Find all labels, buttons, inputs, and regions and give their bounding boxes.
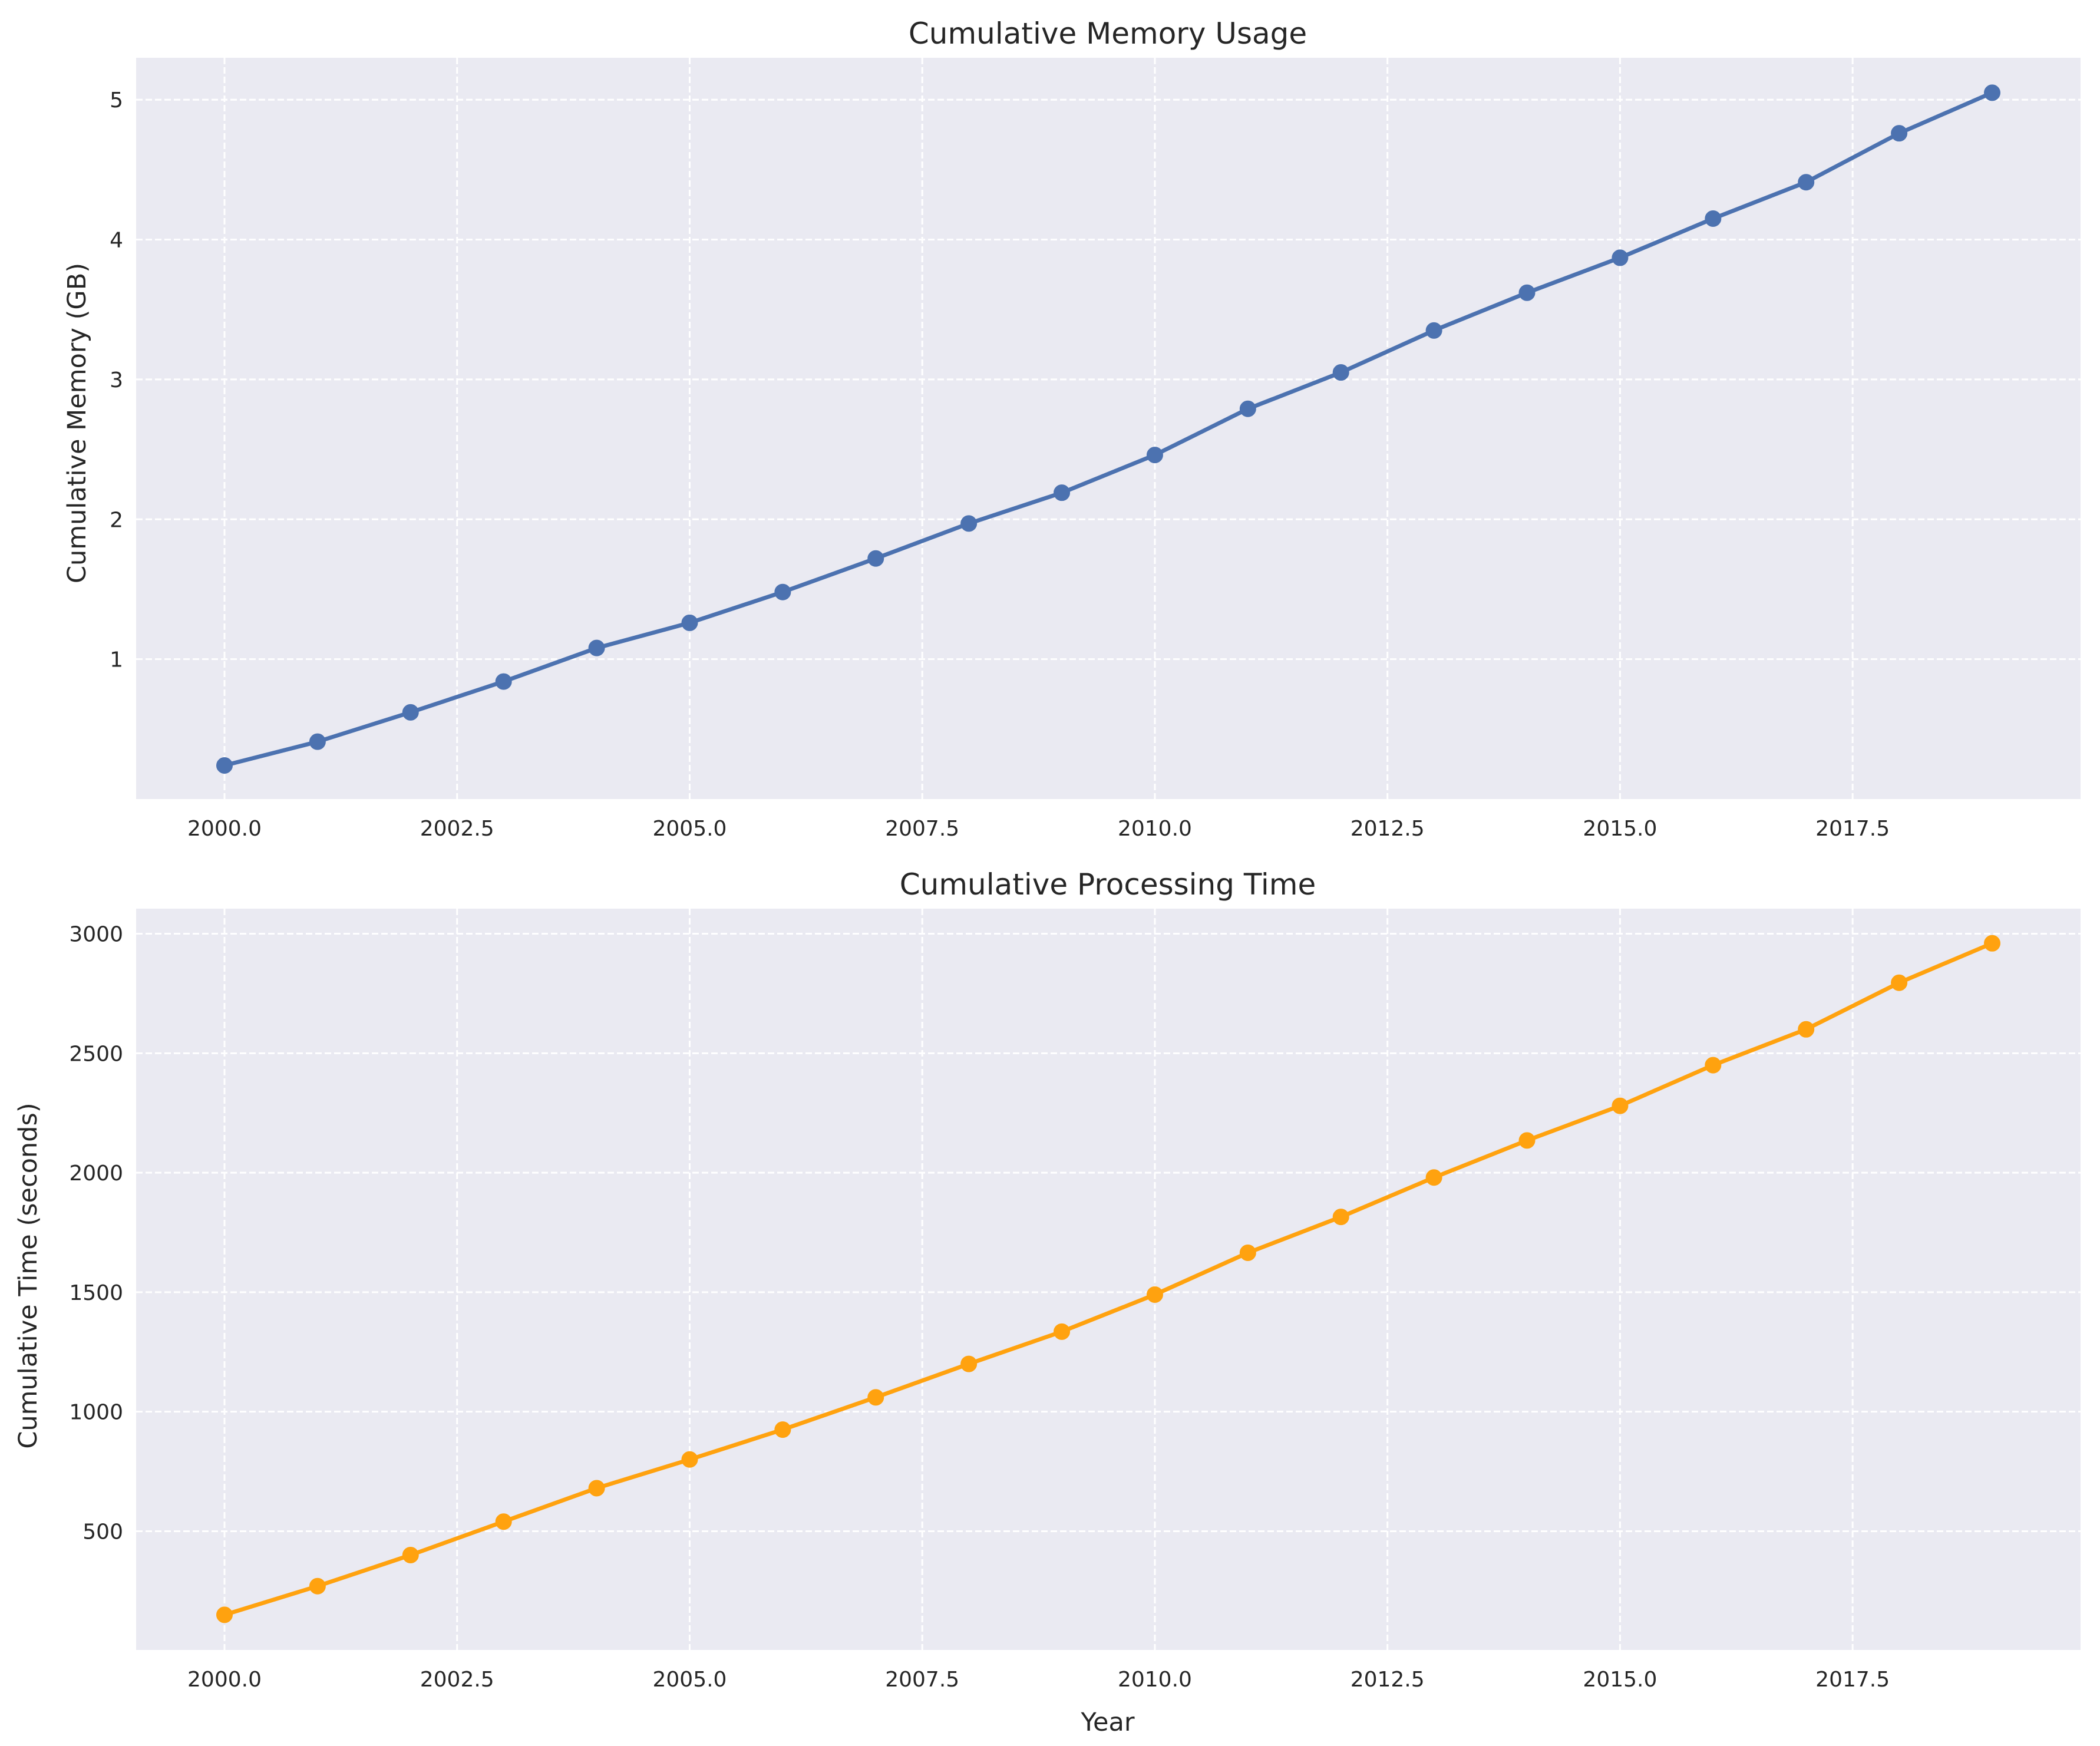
memory-data-point [1054, 484, 1071, 501]
memory-y-ticks: 1 2 3 4 5 [110, 88, 123, 672]
memory-data-point [495, 673, 512, 690]
time-x-tick-label: 2002.5 [420, 1668, 494, 1692]
time-y-tick-label: 500 [82, 1520, 123, 1544]
time-data-point [681, 1451, 698, 1468]
memory-plot-area [136, 58, 2081, 799]
panel-processing-time: 2000.0 2002.5 2005.0 2007.5 2010.0 2012.5 2015… [14, 867, 2081, 1737]
time-data-point [588, 1480, 605, 1497]
time-x-ticks: 2000.0 2002.5 2005.0 2007.5 2010.0 2012.5 2015… [187, 1668, 1890, 1692]
memory-x-tick-label: 2002.5 [420, 817, 494, 841]
memory-y-tick-label: 2 [110, 508, 123, 532]
memory-data-point [402, 704, 419, 721]
time-data-point [1612, 1097, 1629, 1114]
memory-data-point [960, 515, 978, 532]
time-plot-area [136, 909, 2081, 1650]
time-data-point [1239, 1244, 1256, 1261]
time-x-tick-label: 2007.5 [885, 1668, 959, 1692]
time-y-tick-label: 3000 [69, 923, 123, 947]
memory-data-point [1239, 400, 1256, 417]
memory-data-point [774, 583, 791, 600]
time-x-axis-label: Year [1080, 1708, 1134, 1737]
time-data-point [867, 1389, 884, 1406]
time-y-tick-label: 1500 [69, 1281, 123, 1305]
time-data-point [402, 1546, 419, 1563]
time-x-tick-label: 2012.5 [1351, 1668, 1425, 1692]
time-y-ticks: 500 1000 1500 2000 2500 3000 [69, 923, 123, 1544]
memory-x-tick-label: 2012.5 [1351, 817, 1425, 841]
time-data-point [1705, 1057, 1722, 1074]
memory-data-point [1891, 125, 1908, 142]
time-data-point [1518, 1132, 1536, 1149]
time-y-tick-label: 2000 [69, 1161, 123, 1186]
memory-data-point [681, 614, 698, 631]
time-data-point [309, 1577, 326, 1595]
time-data-point [495, 1513, 512, 1530]
memory-data-point [309, 733, 326, 750]
memory-data-point [867, 550, 884, 567]
memory-data-point [1705, 210, 1722, 227]
time-data-point [1891, 974, 1908, 991]
memory-x-ticks: 2000.0 2002.5 2005.0 2007.5 2010.0 2012.5 2015… [187, 817, 1890, 841]
time-series-line [222, 941, 1995, 1617]
time-x-tick-label: 2015.0 [1583, 1668, 1657, 1692]
time-x-tick-label: 2005.0 [652, 1668, 727, 1692]
time-data-point [960, 1355, 978, 1372]
memory-y-tick-label: 4 [110, 229, 123, 253]
memory-data-point [1425, 322, 1442, 339]
memory-data-point [588, 639, 605, 656]
memory-x-tick-label: 2017.5 [1815, 817, 1890, 841]
time-data-point [1332, 1209, 1349, 1226]
panel-memory: 2000.0 2002.5 2005.0 2007.5 2010.0 2012.5 2015… [62, 16, 2081, 841]
memory-data-point [1984, 84, 2000, 101]
memory-y-tick-label: 3 [110, 368, 123, 392]
time-data-point [1984, 935, 2000, 952]
memory-y-axis-label: Cumulative Memory (GB) [62, 263, 92, 583]
time-series [216, 935, 2000, 1623]
time-x-tick-label: 2000.0 [187, 1668, 262, 1692]
memory-data-point [1146, 447, 1163, 464]
memory-y-tick-label: 1 [110, 648, 123, 672]
memory-grid [136, 58, 2081, 799]
time-x-tick-label: 2017.5 [1815, 1668, 1890, 1692]
time-data-point [1146, 1286, 1163, 1303]
time-data-point [1798, 1021, 1815, 1038]
memory-data-point [1518, 284, 1536, 301]
memory-series [216, 84, 2000, 774]
memory-data-point [216, 757, 233, 774]
memory-data-point [1332, 364, 1349, 381]
memory-y-tick-label: 5 [110, 88, 123, 113]
memory-x-tick-label: 2015.0 [1583, 817, 1657, 841]
time-data-point [1054, 1323, 1071, 1340]
memory-data-point [1798, 174, 1815, 191]
time-chart-title: Cumulative Processing Time [900, 867, 1316, 902]
time-grid [136, 909, 2081, 1650]
time-y-tick-label: 1000 [69, 1401, 123, 1425]
time-data-point [774, 1421, 791, 1438]
memory-x-tick-label: 2000.0 [187, 817, 262, 841]
time-x-tick-label: 2010.0 [1118, 1668, 1192, 1692]
memory-chart-title: Cumulative Memory Usage [909, 16, 1307, 51]
memory-x-tick-label: 2007.5 [885, 817, 959, 841]
time-data-point [1425, 1169, 1442, 1186]
memory-series-line [222, 90, 1995, 768]
memory-x-tick-label: 2005.0 [652, 817, 727, 841]
time-data-point [216, 1606, 233, 1623]
memory-data-point [1612, 249, 1629, 266]
memory-x-tick-label: 2010.0 [1118, 817, 1192, 841]
time-y-axis-label: Cumulative Time (seconds) [14, 1103, 43, 1448]
time-y-tick-label: 2500 [69, 1042, 123, 1066]
